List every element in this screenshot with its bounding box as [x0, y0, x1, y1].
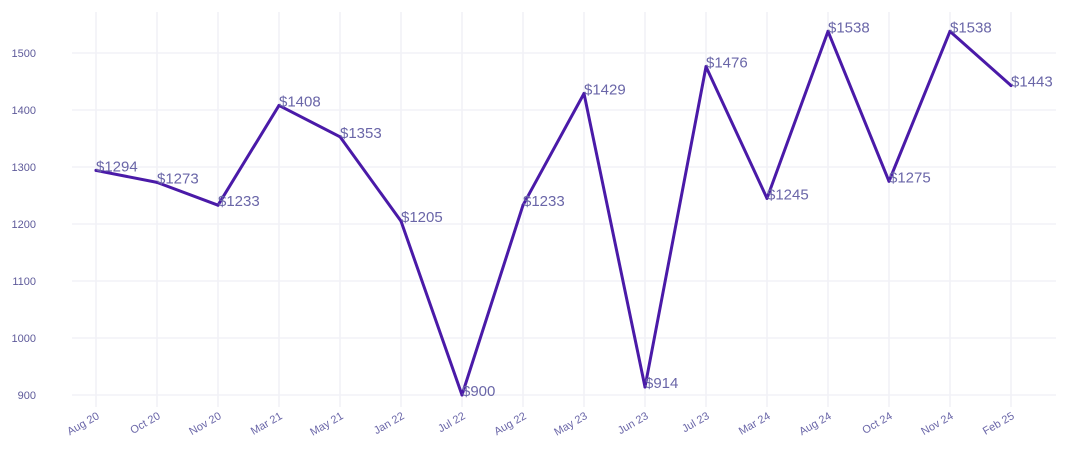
x-tick-label: Jan 22 — [372, 410, 407, 437]
data-point — [582, 91, 586, 95]
data-point — [277, 103, 281, 107]
data-label: $1443 — [1011, 73, 1053, 90]
x-tick-label: Feb 25 — [981, 410, 1017, 438]
data-label: $1233 — [523, 193, 565, 210]
x-tick-label: Nov 24 — [919, 410, 955, 438]
x-tick-label: Aug 22 — [492, 410, 528, 438]
y-tick-label: 1100 — [12, 276, 36, 288]
x-tick-label: Mar 21 — [249, 410, 285, 438]
data-point — [948, 29, 952, 33]
data-label: $1275 — [889, 169, 931, 186]
x-tick-label: Mar 24 — [737, 410, 773, 438]
x-tick-label: Jun 23 — [616, 410, 651, 437]
data-point — [643, 385, 647, 389]
x-tick-label: Nov 20 — [187, 410, 223, 438]
data-point — [521, 203, 525, 207]
data-label: $1429 — [584, 81, 626, 98]
data-point — [399, 219, 403, 223]
data-point — [765, 196, 769, 200]
x-tick-label: May 23 — [552, 410, 589, 438]
data-label: $1233 — [218, 193, 260, 210]
data-point — [216, 203, 220, 207]
data-point — [155, 180, 159, 184]
data-label: $1538 — [828, 19, 870, 36]
y-tick-label: 1000 — [12, 333, 36, 345]
data-point — [704, 65, 708, 69]
data-label: $1205 — [401, 209, 443, 226]
x-tick-label: Oct 20 — [128, 410, 162, 437]
data-label: $914 — [645, 375, 678, 392]
y-axis-ticks: 900 1000 1100 1200 1300 1400 1500 — [12, 48, 36, 402]
x-tick-label: Jul 22 — [436, 410, 467, 435]
x-tick-label: Jul 23 — [680, 410, 711, 435]
y-tick-label: 1200 — [12, 219, 36, 231]
series-line — [94, 29, 1013, 397]
x-tick-label: Aug 24 — [797, 410, 833, 438]
data-point — [338, 135, 342, 139]
x-axis-ticks: Aug 20 Oct 20 Nov 20 Mar 21 May 21 Jan 22 Jul … — [65, 410, 1016, 438]
data-label: $1245 — [767, 186, 809, 203]
series-layer — [94, 29, 1013, 397]
x-tick-label: May 21 — [308, 410, 345, 438]
data-point — [887, 179, 891, 183]
data-label: $1353 — [340, 125, 382, 142]
y-tick-label: 900 — [18, 390, 36, 402]
grid-lines — [72, 12, 1056, 407]
data-label: $1273 — [157, 170, 199, 187]
data-label: $900 — [462, 383, 495, 400]
data-point — [94, 168, 98, 172]
data-label: $1538 — [950, 19, 992, 36]
data-labels: $1294 $1273 $1233 $1408 $1353 $1205 $900 $1233 $… — [96, 19, 1053, 400]
data-point — [1009, 83, 1013, 87]
data-label: $1476 — [706, 55, 748, 72]
y-tick-label: 1400 — [12, 105, 36, 117]
x-tick-label: Aug 20 — [65, 410, 101, 438]
data-label: $1408 — [279, 93, 321, 110]
x-tick-label: Oct 24 — [860, 410, 894, 437]
y-tick-label: 1300 — [12, 162, 36, 174]
y-tick-label: 1500 — [12, 48, 36, 60]
data-point — [460, 393, 464, 397]
data-label: $1294 — [96, 158, 138, 175]
data-point — [826, 29, 830, 33]
